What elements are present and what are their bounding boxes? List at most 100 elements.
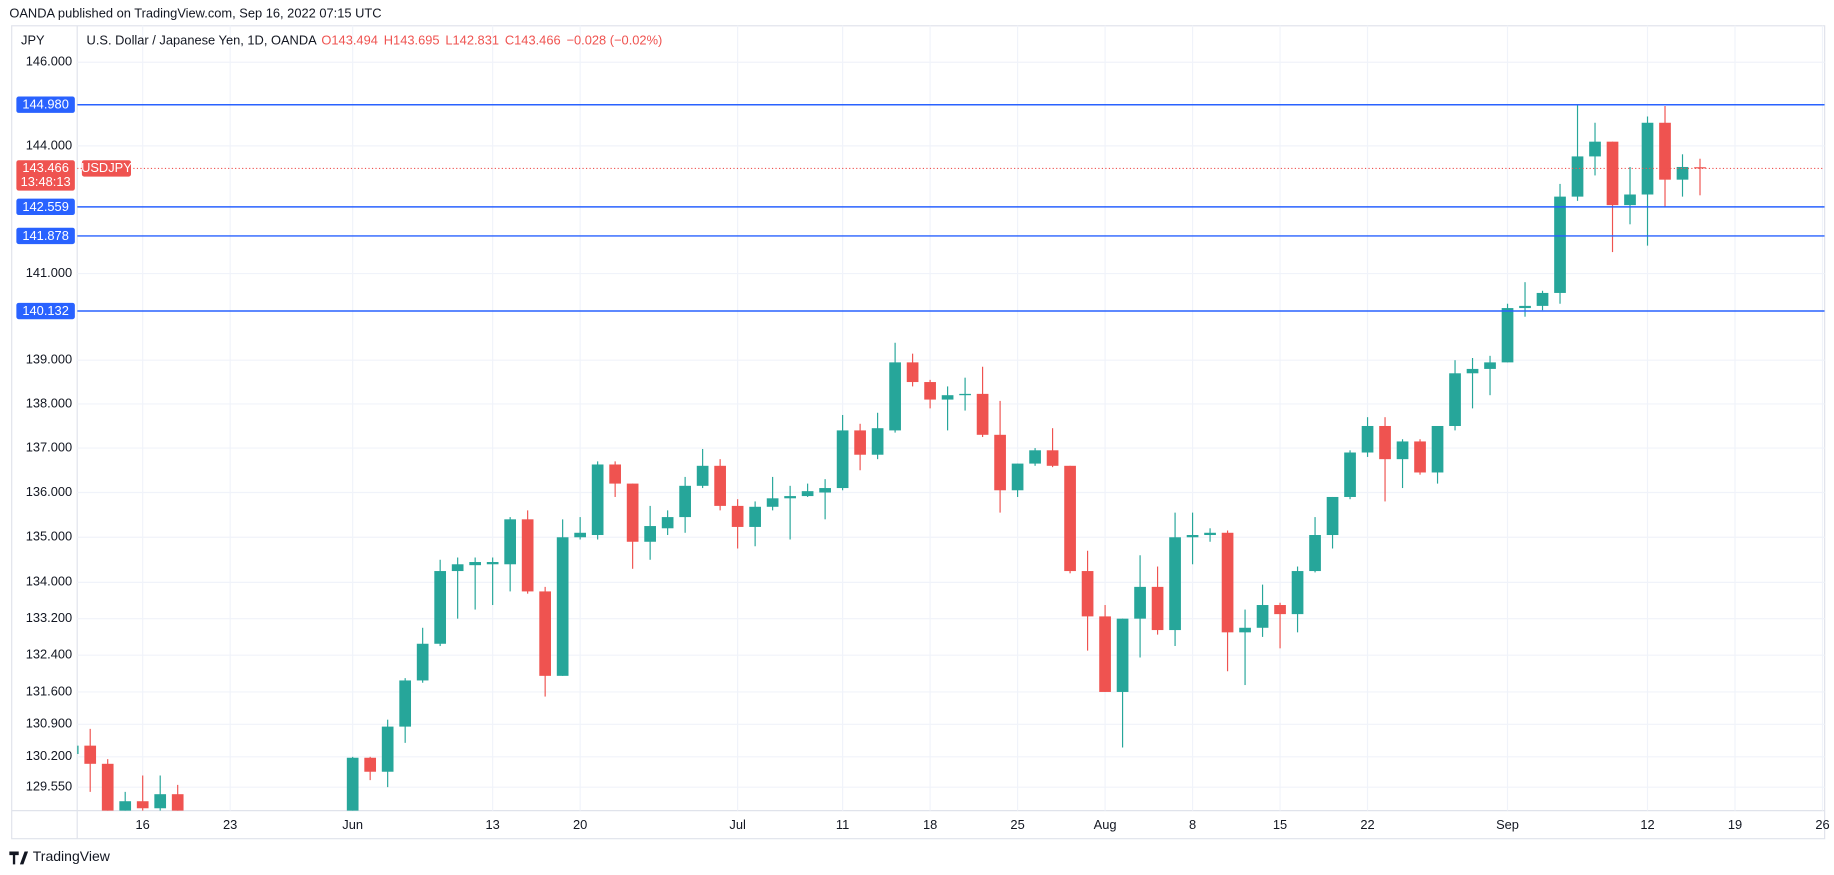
y-tick-label: 133.200: [26, 610, 72, 625]
candle-body: [1081, 571, 1094, 617]
grid: [77, 25, 1825, 811]
candle-body: [171, 794, 184, 811]
candle-body: [1484, 362, 1496, 369]
candle-body: [381, 726, 394, 772]
candle-body: [1134, 586, 1146, 619]
candle-body: [1291, 571, 1304, 615]
candle-body: [1536, 292, 1549, 306]
candle-body: [801, 491, 814, 497]
candle-body: [451, 564, 464, 572]
candle-body: [556, 537, 569, 676]
candle-body: [1519, 305, 1531, 309]
price-line-label-box: [16, 96, 75, 113]
candle-body: [696, 465, 709, 486]
candle-body: [1431, 425, 1444, 473]
candle-body: [574, 532, 586, 538]
candle-body: [679, 485, 691, 518]
x-tick-label: 8: [1189, 817, 1196, 832]
candle-body: [1606, 141, 1619, 206]
candle-body: [1274, 605, 1286, 615]
x-tick-label: Jun: [342, 817, 363, 832]
candle-body: [1256, 605, 1269, 628]
candle-body: [1659, 122, 1671, 180]
currency-label: JPY: [21, 32, 45, 47]
footer-brand: TradingView: [33, 848, 111, 864]
y-tick-label: 135.000: [26, 529, 72, 544]
candle-body: [1501, 308, 1514, 363]
x-tick-label: 20: [573, 817, 587, 832]
candle-body: [434, 571, 447, 644]
symbol-title: U.S. Dollar / Japanese Yen, 1D, OANDA: [87, 32, 318, 47]
y-tick-label: 144.000: [26, 137, 72, 152]
last-price-label: 143.466: [22, 160, 68, 175]
y-tick-label: 132.400: [26, 647, 72, 662]
candle-body: [101, 763, 114, 811]
price-line-label: 144.980: [22, 97, 68, 112]
y-tick-label: 138.000: [26, 395, 72, 410]
countdown-label: 13:48:13: [21, 174, 71, 189]
candle-body: [1046, 450, 1059, 466]
candle-body: [626, 483, 639, 542]
candle-body: [661, 517, 674, 529]
candle-body: [77, 745, 79, 755]
tradingview-logo: [9, 851, 29, 865]
candle-body: [504, 519, 516, 565]
candle-body: [714, 465, 726, 506]
price-line-label: 141.878: [22, 228, 68, 243]
candle-body: [1466, 368, 1479, 374]
x-tick-label: 25: [1010, 817, 1024, 832]
candle-body: [1414, 441, 1426, 473]
candle-body: [1624, 194, 1636, 206]
candle-body: [994, 434, 1006, 491]
x-tick-label: 15: [1273, 817, 1287, 832]
candle-body: [364, 757, 377, 772]
candle-body: [959, 393, 971, 396]
candle-body: [1449, 373, 1461, 426]
candle-body: [854, 430, 866, 455]
candle-body: [1326, 496, 1339, 536]
candle-body: [1099, 616, 1111, 692]
y-tick-label: 137.000: [26, 439, 72, 454]
price-line-label: 142.559: [22, 199, 68, 214]
candle-body: [154, 794, 167, 809]
symbol-tag: USDJPY: [81, 160, 132, 175]
candle-body: [784, 496, 796, 499]
y-tick-label: 136.000: [26, 484, 72, 499]
labels: 146.000 144.000 141.000 139.000 138.000 137.0…: [16, 32, 1830, 832]
candle-body: [1676, 166, 1689, 180]
legend-close: C143.466: [505, 32, 561, 47]
chart-frame: [11, 25, 1826, 840]
x-tick-label: 18: [923, 817, 937, 832]
candle-body: [399, 680, 412, 727]
price-line-label-box: [16, 227, 75, 245]
candle-body: [1151, 586, 1164, 631]
candle-body: [836, 430, 849, 489]
candle-body: [1116, 618, 1129, 692]
published-note: OANDA published on TradingView.com, Sep …: [9, 5, 381, 20]
candle-body: [1029, 450, 1041, 464]
y-tick-label: 131.600: [26, 683, 72, 698]
candle-body: [924, 382, 936, 400]
candle-body: [486, 562, 499, 565]
candle-body: [941, 395, 954, 400]
candle-body: [871, 428, 884, 455]
candle-body: [731, 505, 744, 527]
candle-body: [1204, 532, 1216, 536]
candle-body: [819, 488, 831, 493]
candle-body: [889, 362, 901, 431]
y-tick-label: 130.200: [26, 748, 72, 763]
x-tick-label: 16: [136, 817, 150, 832]
y-tick-label: 129.550: [26, 779, 72, 794]
candle-body: [346, 757, 359, 811]
y-tick-label: 141.000: [26, 265, 72, 280]
candle-body: [119, 801, 132, 811]
y-tick-label: 139.000: [26, 352, 72, 367]
symbol-tag-box: [81, 160, 131, 177]
x-tick-label: 11: [836, 817, 849, 832]
legend-open: O143.494: [321, 32, 378, 47]
candle-body: [416, 643, 429, 681]
candle-body: [1361, 425, 1374, 453]
legend-change: −0.028 (−0.02%): [567, 32, 663, 47]
